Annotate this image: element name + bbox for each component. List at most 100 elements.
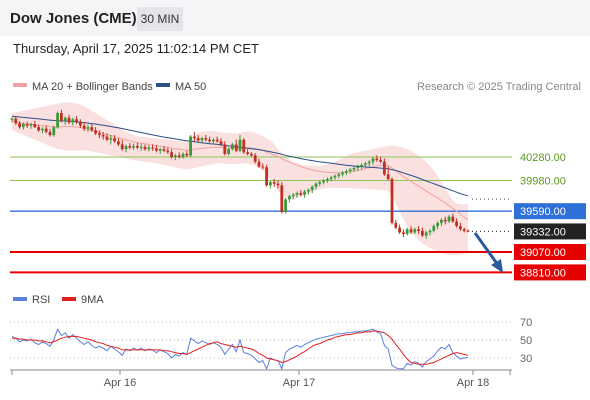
candle — [314, 182, 318, 190]
candle-body — [269, 182, 272, 186]
candle-body — [67, 117, 71, 123]
candle — [462, 227, 466, 233]
candle — [185, 150, 189, 157]
candle-body — [272, 182, 276, 184]
rsi-ma-legend-label: 9MA — [81, 294, 104, 306]
candle-body — [409, 229, 413, 233]
candle-body — [139, 146, 143, 148]
candle-body — [360, 164, 363, 167]
candle-body — [291, 194, 295, 197]
candle-body — [124, 146, 128, 150]
candle — [341, 171, 344, 177]
candle-body — [276, 183, 280, 186]
candle — [242, 138, 246, 154]
candle-body — [147, 147, 151, 150]
candle — [151, 144, 154, 151]
candle — [177, 152, 181, 159]
candle-body — [436, 222, 439, 227]
rsi-ma-line — [12, 330, 469, 365]
candle-body — [71, 119, 75, 123]
candle-body — [208, 139, 211, 142]
candle-body — [14, 118, 18, 124]
candle — [428, 229, 432, 236]
candle — [253, 153, 257, 164]
candle — [348, 167, 352, 174]
candle — [204, 135, 208, 142]
candle-body — [238, 139, 242, 151]
candle — [136, 142, 139, 150]
candle — [269, 180, 272, 189]
candle-body — [196, 138, 200, 141]
candle — [432, 224, 436, 233]
candle-body — [398, 227, 401, 233]
candle — [200, 136, 204, 144]
candle-body — [18, 123, 21, 128]
candle-body — [443, 219, 447, 222]
candle — [147, 145, 151, 152]
candle-body — [63, 117, 67, 121]
candle — [421, 227, 424, 238]
candle — [238, 135, 242, 153]
candle — [101, 131, 105, 140]
candle — [333, 174, 337, 180]
candle — [113, 135, 116, 143]
timeframe-button[interactable]: 30 MIN — [137, 7, 183, 31]
candle-body — [288, 196, 291, 200]
forecast-arrow — [473, 232, 503, 273]
candle — [105, 133, 109, 142]
candle-body — [348, 169, 352, 172]
candle — [299, 189, 303, 197]
candle — [272, 178, 276, 187]
candle — [231, 142, 234, 151]
rsi-legend-swatch — [13, 297, 27, 301]
candle — [451, 213, 455, 223]
candle-body — [212, 139, 215, 142]
candle-body — [421, 230, 424, 236]
candle — [371, 157, 375, 165]
candle — [117, 138, 120, 147]
candle-body — [82, 125, 86, 129]
candle — [310, 185, 314, 194]
level-label-4: 39070.00 — [520, 247, 566, 259]
rsi-tick-label-30: 30 — [520, 353, 532, 365]
rsi-ma-legend-swatch — [62, 297, 76, 301]
candle — [307, 188, 310, 195]
candle — [181, 152, 185, 159]
candle-body — [386, 174, 390, 179]
candle — [120, 139, 124, 151]
candle-body — [166, 150, 170, 153]
candle — [48, 128, 52, 137]
candle-body — [223, 144, 227, 154]
candle-body — [219, 141, 223, 145]
candle-body — [265, 167, 268, 186]
candle-body — [428, 230, 432, 233]
candle — [375, 155, 379, 162]
level-label-1: 39980.00 — [520, 176, 566, 188]
candle — [398, 224, 401, 234]
candle — [329, 175, 333, 182]
candle — [75, 116, 78, 125]
candle-body — [329, 177, 333, 179]
candle — [143, 144, 147, 151]
candle-body — [417, 229, 420, 231]
candle — [212, 138, 215, 145]
candle-body — [204, 138, 208, 140]
rsi-tick-label-50: 50 — [520, 335, 532, 347]
candle-body — [101, 135, 105, 137]
candle-body — [215, 139, 219, 142]
candle-body — [284, 199, 287, 212]
rsi-legend-label: RSI — [32, 294, 50, 306]
candle-body — [379, 160, 382, 162]
candle — [265, 164, 268, 187]
candle-body — [314, 183, 318, 187]
candle — [455, 218, 458, 228]
ma20-legend-swatch — [13, 83, 27, 87]
candle — [37, 124, 40, 132]
candle — [128, 142, 132, 150]
instrument-title: Dow Jones (CME) — [10, 10, 137, 27]
candle-body — [151, 147, 154, 149]
candle-body — [132, 146, 135, 148]
candle — [67, 114, 71, 125]
candle-body — [128, 146, 132, 148]
candle-body — [86, 127, 90, 129]
